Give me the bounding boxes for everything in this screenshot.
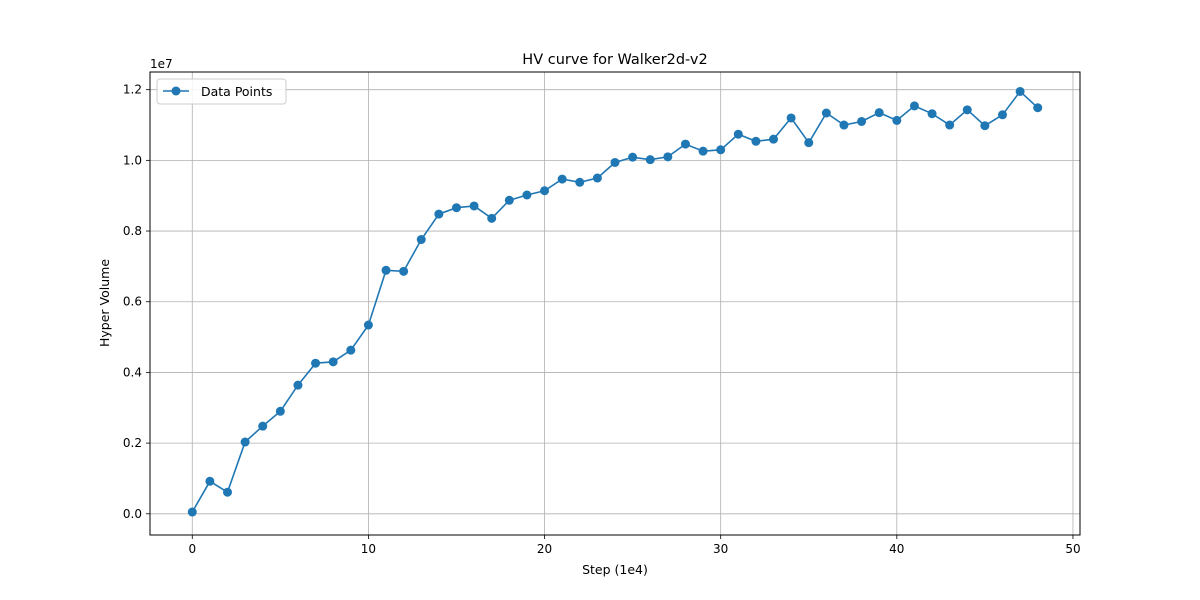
data-point [557,174,567,184]
data-point [293,380,303,390]
data-point [469,201,479,211]
data-point [680,139,690,149]
y-axis-label: Hyper Volume [97,259,112,347]
data-point [698,146,708,156]
data-point [716,145,726,155]
chart-title: HV curve for Walker2d-v2 [522,52,707,68]
data-point [381,265,391,275]
data-point [751,136,761,146]
axis-ticks: 0 10 20 30 40 50 0.0 0.2 0.4 0.6 0.8 1.0 1.2 [123,83,1081,556]
data-point [346,345,356,355]
x-axis-label: Step (1e4) [582,562,648,577]
y-tick-label: 0.0 [123,507,142,521]
data-point [663,152,673,162]
data-point [733,129,743,139]
y-tick-label: 0.8 [123,224,142,238]
data-point [504,195,514,205]
data-point [434,209,444,219]
data-point [945,120,955,130]
data-point [892,115,902,125]
grid [150,72,1080,535]
data-point [363,320,373,330]
data-point [487,213,497,223]
data-point [927,109,937,119]
plot-frame [149,71,1081,536]
data-point [1015,86,1025,96]
data-point [610,157,620,167]
data-point [804,138,814,148]
data-point [962,105,972,115]
data-point [205,476,215,486]
data-point [769,134,779,144]
y-tick-label: 1.0 [123,153,142,167]
data-point [451,203,461,213]
x-tick-label: 40 [889,542,904,556]
x-tick-label: 20 [537,542,552,556]
data-point [522,190,532,200]
legend: Data Points [156,78,287,105]
y-tick-label: 0.6 [123,295,142,309]
data-point [786,113,796,123]
data-point [187,507,197,517]
data-point [223,487,232,497]
legend-label: Data Points [201,84,272,99]
data-point [592,173,602,183]
y-tick-label: 1.2 [123,83,142,97]
data-point [275,406,285,416]
y-offset-label: 1e7 [150,57,173,71]
data-point [240,437,250,447]
x-tick-label: 10 [361,542,376,556]
data-point [540,186,550,196]
data-point [821,108,831,118]
y-tick-label: 0.2 [123,436,142,450]
y-tick-label: 0.4 [123,365,142,379]
legend-marker-swatch [171,86,181,96]
data-point [874,108,884,118]
data-point [857,116,867,126]
data-point [645,155,655,165]
x-tick-label: 30 [713,542,728,556]
data-point [575,177,585,187]
data-point [416,235,426,245]
data-point [311,358,321,368]
data-point [399,266,409,276]
data-point [839,120,849,130]
data-point [1033,103,1043,113]
data-point [258,421,268,431]
series-layer [187,86,1043,517]
legend-box [156,78,287,105]
data-point [980,121,990,131]
x-tick-label: 0 [188,542,196,556]
data-point [628,152,638,162]
data-point [909,101,919,111]
data-point [998,110,1007,120]
x-tick-label: 50 [1065,542,1080,556]
data-point [328,357,338,367]
